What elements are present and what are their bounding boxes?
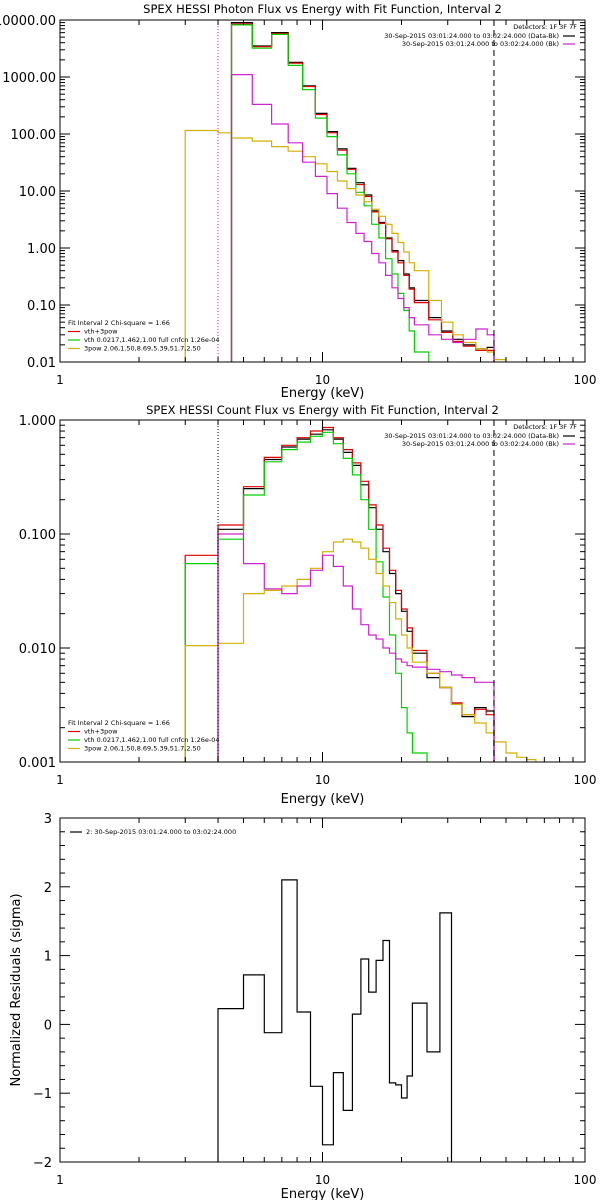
y-tick-label: 3: [44, 812, 52, 827]
series-line-2-30-sep-2015-03-01-24-000-to-03-02-24-000: [217, 879, 453, 1162]
y-tick-label: 1000.00: [2, 71, 56, 86]
fit-legend-label: vth 0.0217,1.462,1.00 full cnfcn 1.26e-0…: [84, 736, 220, 744]
x-tick-label: 10: [315, 1173, 330, 1187]
y-tick-label: 100.00: [11, 128, 57, 143]
y-tick-label: −2: [33, 1156, 52, 1171]
legend-label: 2: 30-Sep-2015 03:01:24.000 to 03:02:24.…: [86, 828, 236, 836]
series-line-bk: [230, 74, 495, 362]
fit-legend-label: vth+3pow: [84, 328, 118, 336]
y-axis-label: Normalized Residuals (sigma): [9, 893, 24, 1086]
time-range-label: 30-Sep-2015 03:01:24.000 to 03:02:24.000…: [402, 440, 559, 448]
y-tick-label: −1: [33, 1087, 52, 1102]
series-line-vth: [184, 431, 428, 762]
series-line-bk: [217, 533, 495, 762]
chart-2: SPEX HESSI Count Flux vs Energy with Fit…: [19, 403, 597, 807]
plot-area: [184, 22, 507, 362]
series-line-data-bk: [217, 429, 495, 762]
detectors-label: Detectors: 1F 3F 7F: [513, 423, 577, 431]
chart-title: SPEX HESSI Photon Flux vs Energy with Fi…: [143, 2, 502, 16]
y-tick-label: 1.00: [27, 242, 56, 257]
time-range-label: 30-Sep-2015 03:01:24.000 to 03:02:24.000…: [384, 32, 559, 40]
y-tick-label: 1.000: [19, 414, 56, 429]
plot-area: [217, 879, 453, 1162]
fit-legend-label: 3pow 2.06,1.50,8.69,5.39,51.7,2.50: [84, 345, 201, 353]
y-tick-label: 10.00: [19, 185, 56, 200]
series-line-3pow: [184, 129, 507, 362]
x-tick-label: 1: [56, 1173, 64, 1187]
x-tick-label: 1: [56, 373, 64, 387]
y-tick-label: 0.010: [19, 642, 56, 657]
x-axis-label: Energy (keV): [281, 792, 365, 807]
chart-1: SPEX HESSI Photon Flux vs Energy with Fi…: [0, 2, 596, 401]
fit-legend-label: Fit Interval 2 Chi-square = 1.66: [68, 319, 170, 327]
y-tick-label: 0: [44, 1018, 52, 1033]
series-line-vth-3pow: [184, 426, 495, 762]
y-tick-label: 1: [44, 950, 52, 965]
detectors-label: Detectors: 1F 3F 7F: [513, 23, 577, 31]
y-tick-label: 0.01: [27, 356, 56, 371]
time-range-label: 30-Sep-2015 03:01:24.000 to 03:02:24.000…: [402, 40, 559, 48]
plot-frame: [59, 419, 586, 763]
y-tick-label: 0.10: [27, 299, 56, 314]
fit-legend-label: 3pow 2.06,1.50,8.69,5.39,51.7,2.50: [84, 745, 201, 753]
y-tick-label: 2: [44, 881, 52, 896]
x-tick-label: 100: [574, 1173, 597, 1187]
y-tick-label: 0.100: [19, 528, 56, 543]
series-line-3pow: [184, 538, 537, 762]
x-tick-label: 10: [315, 773, 330, 787]
fit-legend-label: vth 0.0217,1.462,1.00 full cnfcn 1.26e-0…: [84, 336, 220, 344]
y-tick-label: 10000.00: [0, 14, 56, 29]
plot-frame: [59, 19, 586, 363]
chart-title: SPEX HESSI Count Flux vs Energy with Fit…: [146, 403, 499, 417]
x-axis-label: Energy (keV): [281, 386, 365, 401]
fit-legend-label: Fit Interval 2 Chi-square = 1.66: [68, 719, 170, 727]
x-axis-label: Energy (keV): [281, 1187, 365, 1200]
series-line-vth-3pow: [230, 23, 495, 362]
x-tick-label: 100: [574, 373, 597, 387]
x-tick-label: 10: [315, 373, 330, 387]
x-tick-label: 100: [574, 773, 597, 787]
fit-legend-label: vth+3pow: [84, 728, 118, 736]
time-range-label: 30-Sep-2015 03:01:24.000 to 03:02:24.000…: [384, 432, 559, 440]
plot-area: [184, 426, 537, 762]
y-tick-label: 0.001: [19, 756, 56, 771]
x-tick-label: 1: [56, 773, 64, 787]
